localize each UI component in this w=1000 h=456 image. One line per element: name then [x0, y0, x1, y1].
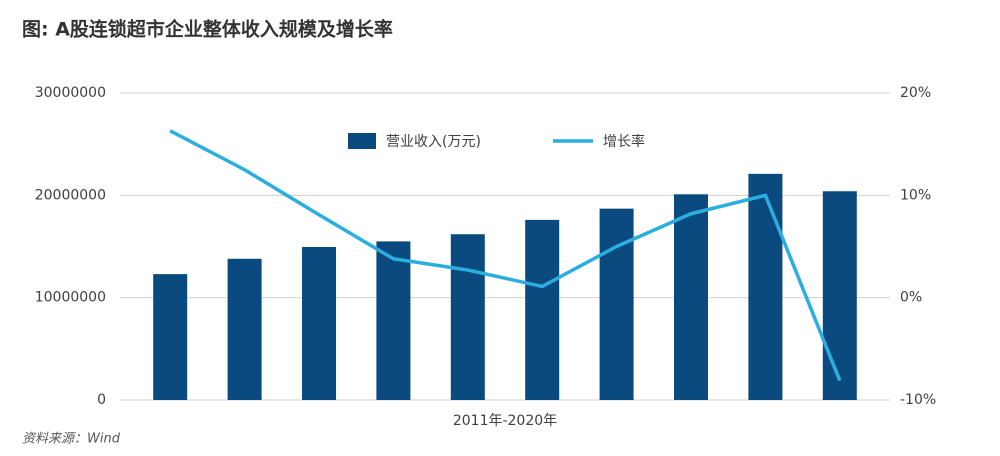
- legend-label: 增长率: [603, 133, 645, 150]
- bar: [525, 219, 560, 400]
- bar: [748, 173, 783, 400]
- bar: [153, 274, 188, 400]
- line: [169, 129, 842, 382]
- legend-label: 营业收入(万元): [386, 134, 481, 150]
- y-tick-label: 0: [97, 392, 106, 408]
- bar: [302, 247, 336, 400]
- bar: [227, 258, 262, 400]
- bar: [450, 234, 485, 400]
- bar: [599, 208, 634, 400]
- y-tick-label: 20000000: [35, 187, 106, 203]
- legend-swatch: [348, 133, 376, 149]
- y2-tick-label: 20%: [900, 85, 931, 101]
- chart-title: 图: A股连锁超市企业整体收入规模及增长率: [22, 18, 393, 41]
- y-tick-label: 30000000: [35, 85, 106, 101]
- y2-tick-label: 10%: [900, 187, 931, 203]
- y2-tick-label: -10%: [900, 392, 936, 408]
- source: 资料来源：Wind: [22, 432, 121, 447]
- x-axis-label: 2011年-2020年: [453, 413, 557, 429]
- bar: [674, 194, 708, 400]
- y-tick-label: 10000000: [35, 290, 106, 306]
- y2-tick-label: 0%: [900, 290, 922, 306]
- bar: [376, 241, 411, 400]
- bar: [822, 191, 857, 400]
